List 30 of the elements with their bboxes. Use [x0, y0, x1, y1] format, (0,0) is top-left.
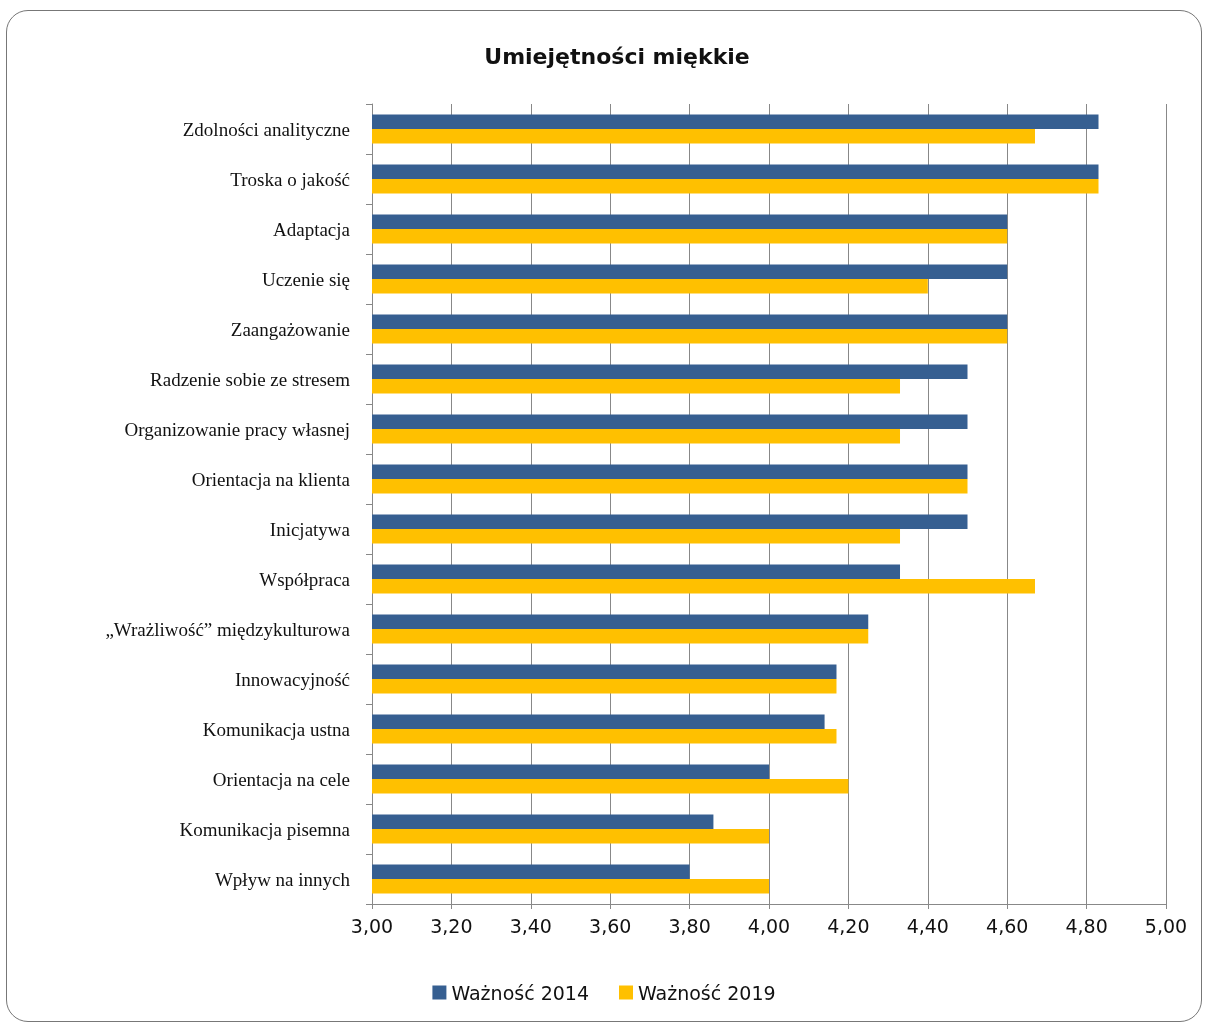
x-tick-label: 3,00: [350, 914, 394, 937]
y-tick-label: Radzenie sobie ze stresem: [150, 368, 351, 390]
y-tick-label: Uczenie się: [261, 268, 350, 290]
y-tick-label: Inicjatywa: [269, 518, 351, 540]
y-tick-label: Zaangażowanie: [230, 318, 350, 340]
x-tick-label: 4,40: [906, 914, 949, 937]
x-tick-label: 3,80: [668, 914, 711, 937]
y-tick-label: Troska o jakość: [230, 168, 350, 190]
y-tick-label: Komunikacja ustna: [202, 718, 351, 740]
x-tick-label: 4,80: [1065, 914, 1108, 937]
x-tick-label: 5,00: [1144, 914, 1188, 937]
x-tick-label: 4,20: [827, 914, 870, 937]
y-tick-label: Orientacja na cele: [212, 768, 350, 790]
y-tick-label: Orientacja na klienta: [191, 468, 351, 490]
y-tick-label: „Wrażliwość” międzykulturowa: [105, 618, 351, 640]
legend-label: Ważność 2014: [451, 981, 589, 1004]
y-tick-label: Adaptacja: [272, 218, 351, 240]
chart-title: Umiejętności miękkie: [484, 43, 750, 69]
y-tick-label: Wpływ na innych: [214, 868, 351, 890]
x-tick-label: 3,20: [430, 914, 473, 937]
y-tick-label: Współpraca: [259, 568, 351, 590]
y-tick-label: Innowacyjność: [234, 668, 350, 690]
x-tick-label: 4,00: [747, 914, 791, 937]
y-tick-label: Komunikacja pisemna: [179, 818, 351, 840]
x-tick-label: 3,40: [509, 914, 552, 937]
y-tick-label: Zdolności analityczne: [182, 118, 350, 140]
legend-label: Ważność 2019: [638, 981, 776, 1004]
x-tick-label: 4,60: [986, 914, 1029, 937]
x-tick-label: 3,60: [589, 914, 632, 937]
y-tick-label: Organizowanie pracy własnej: [124, 418, 350, 440]
